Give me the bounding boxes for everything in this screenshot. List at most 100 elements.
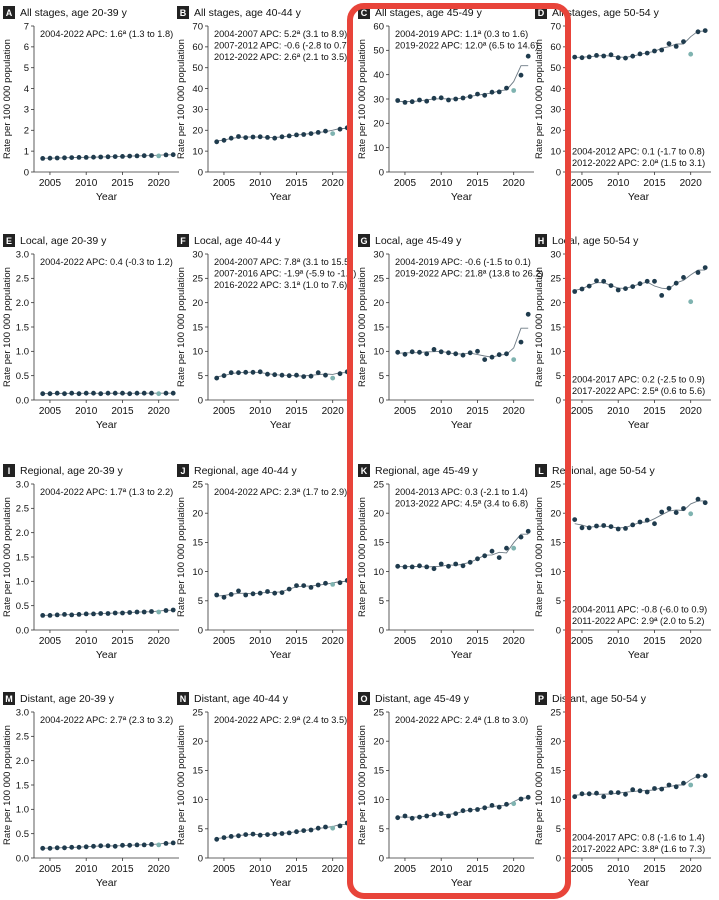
panel-i-data-point bbox=[112, 610, 118, 616]
panel-d-y-axis-title: Rate per 100 000 population bbox=[534, 39, 545, 159]
panel-b-x-tick-label: 2015 bbox=[285, 178, 308, 189]
panel-c-x-axis-title: Year bbox=[451, 191, 473, 203]
panel-e-y-tick-label: 3.0 bbox=[16, 249, 29, 260]
panel-g-x-tick-label: 2005 bbox=[394, 406, 417, 417]
panel-f-data-point bbox=[243, 369, 249, 375]
panel-g-y-tick-label: 15 bbox=[373, 322, 384, 333]
panel-h-data-point bbox=[637, 281, 643, 287]
panel-c-x-tick-label: 2020 bbox=[503, 178, 526, 189]
panel-o-y-tick-label: 10 bbox=[373, 795, 384, 806]
panel-m-y-tick-label: 1.0 bbox=[16, 805, 29, 816]
panel-a-data-point bbox=[83, 155, 89, 160]
panel-j-y-tick-label: 10 bbox=[192, 567, 203, 578]
panel-d-data-point bbox=[681, 39, 686, 44]
panel-a-y-tick-label: 0 bbox=[24, 167, 29, 178]
panel-i-y-axis-title: Rate per 100 000 population bbox=[2, 497, 13, 617]
panel-l-data-point bbox=[572, 517, 578, 522]
panel-h-y-tick-label: 0 bbox=[556, 395, 561, 406]
panel-l-y-tick-label: 0 bbox=[556, 625, 561, 636]
panel-h-data-point bbox=[681, 275, 686, 280]
panel-n-data-point bbox=[250, 831, 256, 837]
panel-j-x-tick-label: 2020 bbox=[322, 636, 345, 647]
panel-i-y-tick-label: 0.0 bbox=[16, 625, 29, 636]
panel-j-data-point bbox=[272, 590, 278, 596]
panel-c-x-tick-label: 2005 bbox=[394, 178, 417, 189]
panel-b-x-axis-title: Year bbox=[270, 191, 292, 203]
panel-p-y-tick-label: 10 bbox=[550, 795, 561, 806]
panel-h-x-tick-label: 2020 bbox=[680, 406, 703, 417]
panel-m-badge bbox=[3, 692, 15, 705]
panel-k-y-axis-title: Rate per 100 000 population bbox=[357, 497, 368, 617]
panel-b-data-point bbox=[330, 131, 336, 137]
panel-a-data-point bbox=[40, 156, 46, 161]
panel-n-y-axis-title: Rate per 100 000 population bbox=[176, 725, 187, 845]
panel-f-data-point bbox=[308, 373, 314, 379]
panel-e-data-point bbox=[91, 390, 96, 396]
panel-k-data-point bbox=[409, 564, 415, 570]
panel-o-y-tick-label: 5 bbox=[379, 824, 384, 835]
panel-b-y-tick-label: 20 bbox=[192, 126, 203, 137]
panel-b-y-tick-label: 30 bbox=[192, 105, 203, 116]
panel-k-x-tick-label: 2020 bbox=[503, 636, 526, 647]
panel-n-x-tick-label: 2010 bbox=[249, 864, 272, 875]
panel-e-data-point bbox=[156, 391, 162, 397]
panel-n-data-point bbox=[228, 834, 234, 839]
panel-p-data-point bbox=[608, 790, 614, 795]
panel-h-data-point bbox=[572, 289, 578, 294]
panel-l-data-point bbox=[652, 521, 657, 527]
panel-c-data-point bbox=[482, 92, 488, 98]
panel-g-data-point bbox=[482, 357, 488, 362]
panel-h-data-point bbox=[623, 286, 628, 291]
panel-m-data-point bbox=[149, 842, 154, 847]
panel-l-data-point bbox=[594, 523, 599, 529]
panel-m-data-point bbox=[141, 842, 147, 848]
panel-e-data-point bbox=[141, 390, 147, 396]
panel-c-data-point bbox=[496, 89, 502, 95]
panel-n-title: Distant, age 40-44 y bbox=[194, 693, 289, 705]
panel-g-badge bbox=[358, 234, 370, 247]
panel-e-x-axis-title: Year bbox=[96, 419, 118, 431]
panel-m-data-point bbox=[163, 841, 169, 846]
panel-p-y-tick-label: 5 bbox=[556, 824, 561, 835]
panel-k-y-tick-label: 15 bbox=[373, 538, 384, 549]
panel-e-data-point bbox=[47, 391, 53, 397]
panel-i-data-point bbox=[62, 612, 67, 617]
panel-f-apc-annotation: 2007-2016 APC: -1.9ª (-5.9 to -1.0) bbox=[214, 269, 356, 279]
panel-f-y-axis-title: Rate per 100 000 population bbox=[176, 267, 187, 387]
panel-i-y-tick-label: 3.0 bbox=[16, 479, 29, 490]
panel-m-title: Distant, age 20-39 y bbox=[20, 693, 115, 705]
panel-g-data-point bbox=[438, 349, 444, 355]
panel-e-apc-annotation: 2004-2022 APC: 0.4 (-0.3 to 1.2) bbox=[40, 257, 173, 267]
panel-p-x-axis-title: Year bbox=[628, 877, 650, 889]
panel-c-data-point bbox=[453, 96, 459, 102]
panel-a-badge bbox=[3, 6, 15, 19]
panel-g-apc-annotation: 2004-2019 APC: -0.6 (-1.5 to 0.1) bbox=[395, 257, 531, 267]
panel-g-data-point bbox=[409, 349, 415, 355]
panel-p-x-tick-label: 2010 bbox=[607, 864, 630, 875]
panel-l-x-tick-label: 2015 bbox=[643, 636, 666, 647]
panel-o-data-point bbox=[511, 801, 517, 807]
panel-j-y-tick-label: 20 bbox=[192, 509, 203, 520]
panel-n-data-point bbox=[214, 836, 220, 842]
panel-d-data-point bbox=[608, 52, 614, 58]
panel-g-data-point bbox=[525, 311, 531, 317]
panel-d-title: All stages, age 50-54 y bbox=[552, 7, 660, 19]
panel-n-data-point bbox=[308, 827, 314, 833]
panel-g-data-point bbox=[402, 351, 408, 357]
panel-i-data-point bbox=[91, 611, 96, 617]
panel-i-data-point bbox=[120, 610, 125, 616]
panel-b-x-tick-label: 2010 bbox=[249, 178, 272, 189]
panel-e-x-tick-label: 2015 bbox=[111, 406, 134, 417]
panel-f-apc-annotation: 2004-2007 APC: 7.8ª (3.1 to 15.5) bbox=[214, 257, 352, 267]
panel-o-y-tick-label: 15 bbox=[373, 766, 384, 777]
panel-m-data-point bbox=[170, 840, 176, 846]
panel-j-y-tick-label: 5 bbox=[198, 596, 203, 607]
panel-o-data-point bbox=[525, 794, 531, 800]
panel-b-x-tick-label: 2005 bbox=[213, 178, 236, 189]
panel-l-data-point bbox=[681, 506, 686, 511]
panel-c-title: All stages, age 45-49 y bbox=[375, 7, 483, 19]
panel-h-x-tick-label: 2010 bbox=[607, 406, 630, 417]
panel-l-data-point bbox=[644, 517, 650, 523]
panel-p-badge-letter: P bbox=[538, 694, 544, 704]
panel-k-data-point bbox=[431, 566, 437, 572]
